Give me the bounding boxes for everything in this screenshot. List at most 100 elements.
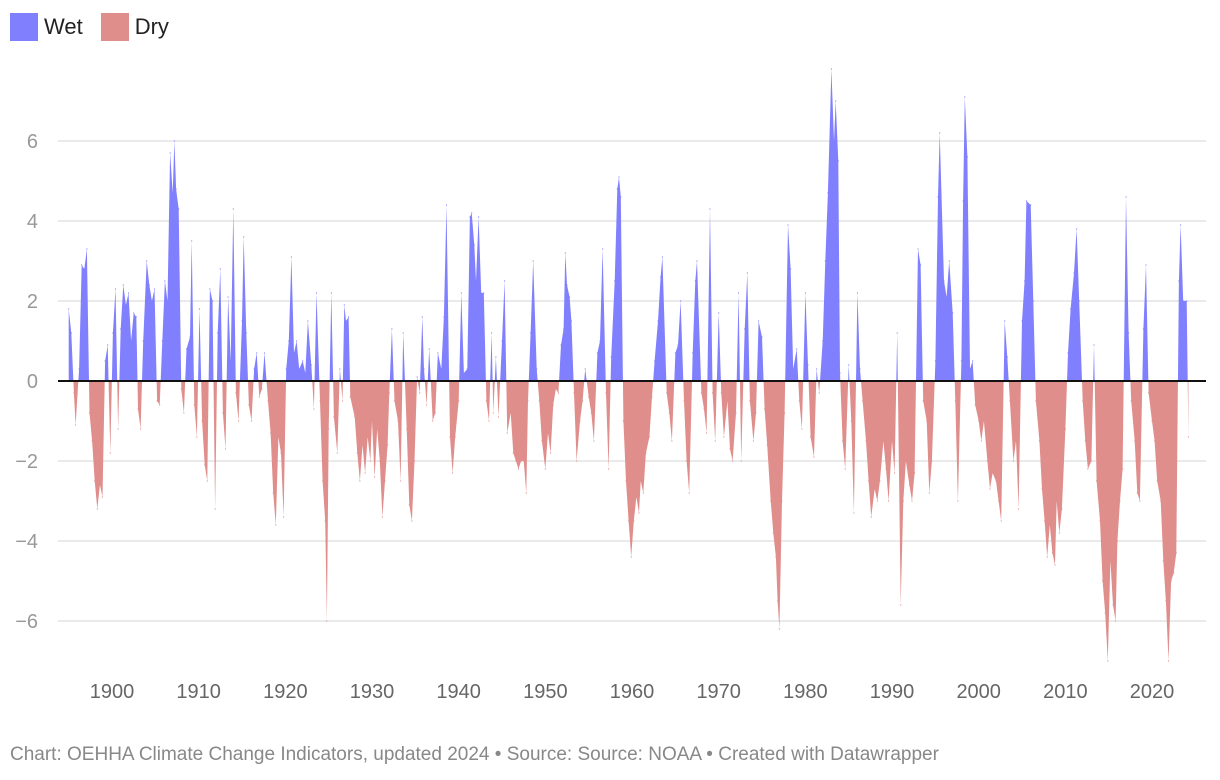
dry-point: [622, 420, 625, 422]
dry-point: [1041, 488, 1043, 490]
wet-point: [1024, 280, 1026, 282]
wet-point: [934, 360, 937, 362]
wet-point: [807, 364, 809, 366]
wet-point: [1093, 344, 1095, 346]
dry-point: [326, 620, 328, 622]
dry-point: [1009, 400, 1011, 402]
dry-point: [1000, 520, 1002, 522]
dry-point: [137, 408, 139, 410]
dry-point: [582, 400, 584, 402]
wet-point: [620, 196, 622, 198]
wet-point: [1030, 204, 1032, 206]
wet-point: [674, 352, 677, 354]
dry-point: [1082, 400, 1084, 402]
dry-point: [908, 484, 911, 486]
dry-point: [714, 440, 716, 442]
dry-point: [206, 480, 208, 482]
wet-point: [962, 200, 964, 202]
dry-point: [408, 504, 410, 506]
dry-point: [605, 392, 607, 394]
dry-point: [381, 516, 383, 518]
wet-point: [133, 312, 135, 314]
y-tick-label: 4: [27, 211, 38, 233]
dry-point: [1122, 468, 1124, 470]
dry-point: [557, 392, 560, 394]
dry-point: [497, 416, 500, 418]
dry-point: [214, 508, 216, 510]
wet-point: [972, 360, 974, 362]
wet-point: [827, 192, 829, 194]
dry-point: [183, 412, 185, 414]
wet-point: [127, 292, 130, 294]
wet-point: [330, 292, 332, 294]
dry-point: [926, 420, 928, 422]
dry-point: [432, 420, 434, 422]
dry-point: [850, 420, 852, 422]
dry-point: [1090, 460, 1092, 462]
wet-point: [1142, 328, 1144, 330]
x-tick-label: 2000: [956, 681, 1001, 703]
dry-point: [579, 420, 581, 422]
wet-point: [816, 368, 818, 370]
wet-point: [460, 292, 462, 294]
dry-point: [354, 416, 356, 418]
dry-point: [277, 436, 279, 438]
dry-point: [75, 424, 77, 426]
wet-point: [830, 68, 833, 70]
wet-point: [1145, 264, 1147, 266]
wet-point: [153, 288, 156, 290]
dry-point: [393, 400, 396, 402]
dry-point: [434, 412, 436, 414]
wet-point: [848, 364, 850, 366]
wet-point: [130, 340, 132, 342]
dry-point: [248, 404, 250, 406]
wet-point: [939, 132, 941, 134]
wet-point: [189, 336, 191, 338]
dry-point: [772, 532, 774, 534]
wet-point: [1006, 356, 1008, 358]
wet-point: [402, 332, 404, 334]
wet-point: [478, 216, 480, 218]
dry-point: [454, 436, 456, 438]
dry-point: [995, 480, 997, 482]
dry-point: [590, 412, 592, 414]
wet-point: [142, 340, 144, 342]
wet-point: [302, 360, 304, 362]
dry-point: [369, 460, 371, 462]
dry-point: [1012, 460, 1015, 462]
wet-point: [796, 348, 798, 350]
dry-point: [1087, 468, 1089, 470]
wet-point: [680, 300, 682, 302]
dry-point: [94, 480, 96, 482]
dry-point: [258, 396, 260, 398]
wet-point: [169, 152, 171, 154]
dry-point: [313, 408, 315, 410]
dry-point: [911, 500, 913, 502]
wet-point: [746, 272, 748, 274]
dry-point: [1165, 600, 1167, 602]
dry-point: [879, 480, 881, 482]
dry-point: [359, 480, 361, 482]
wet-point: [1076, 228, 1078, 230]
wet-point: [1125, 196, 1127, 198]
dry-point: [723, 436, 725, 438]
wet-point: [68, 308, 70, 310]
wet-point: [315, 292, 318, 294]
dry-point: [1015, 440, 1017, 442]
wet-point: [491, 332, 493, 334]
dry-point: [201, 420, 203, 422]
wet-point: [443, 316, 445, 318]
wet-point: [304, 372, 306, 374]
dry-point: [1084, 440, 1086, 442]
wet-point: [1070, 308, 1072, 310]
dry-point: [648, 436, 651, 438]
wet-point: [495, 356, 497, 358]
wet-point: [161, 340, 163, 342]
dry-point: [515, 460, 517, 462]
dry-point: [986, 460, 989, 462]
wet-point: [1067, 352, 1069, 354]
dry-point: [267, 400, 269, 402]
wet-point: [178, 208, 180, 210]
wet-point: [173, 140, 175, 142]
dry-point: [1162, 560, 1164, 562]
